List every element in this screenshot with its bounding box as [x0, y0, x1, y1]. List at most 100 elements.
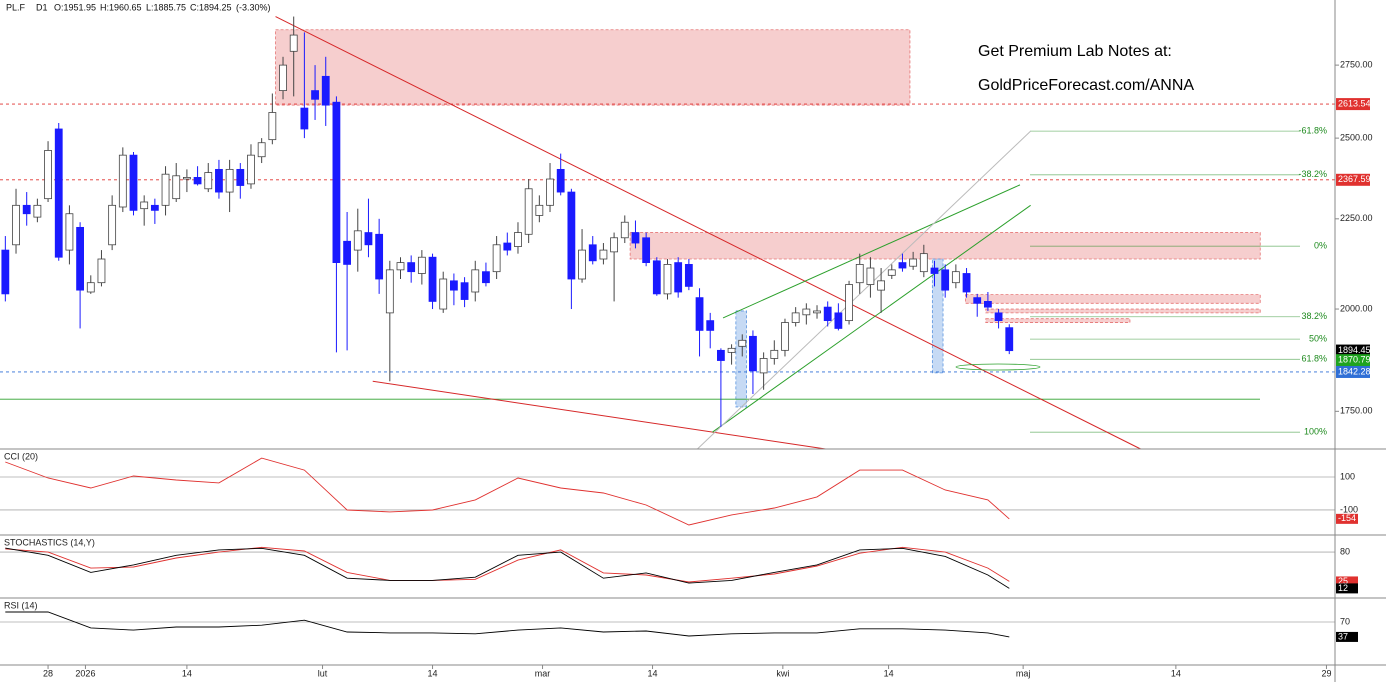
candle-body [877, 280, 885, 291]
candle-body [33, 204, 42, 218]
value-badge-label: 37 [1338, 631, 1348, 641]
target-ellipse [955, 363, 1041, 371]
candle-body [791, 312, 800, 323]
open: O:1951.95 [54, 2, 96, 12]
panel-title: STOCHASTICS (14,Y) [4, 537, 95, 547]
x-tick-label: kwi [776, 668, 789, 678]
symbol: PL.F [6, 2, 26, 12]
candle-body [706, 320, 715, 331]
candle-body [428, 256, 437, 302]
candle-body [364, 232, 373, 246]
price-badge [1336, 344, 1370, 357]
candle-body [610, 237, 618, 253]
candle-body [813, 310, 821, 314]
candle-body [514, 232, 522, 247]
candle-body [749, 335, 757, 372]
candle-body [108, 204, 117, 246]
trendline [712, 204, 1031, 433]
candle-body [866, 267, 875, 285]
x-tick-label: 14 [428, 668, 438, 678]
candle-body [962, 273, 971, 293]
candles [1, 16, 1014, 427]
value-badge [1336, 576, 1358, 587]
x-tick-label: lut [318, 668, 328, 678]
candle-body [225, 168, 234, 193]
candle-body [973, 297, 982, 304]
drawings [0, 16, 1335, 450]
x-tick-label: 2026 [75, 668, 95, 678]
candle-body [44, 150, 52, 200]
candle-body [727, 347, 736, 353]
price-badge [1336, 365, 1370, 378]
candle-body [289, 34, 298, 52]
candle-body [898, 262, 907, 269]
candle-body [407, 262, 416, 273]
zone [985, 318, 1131, 323]
x-tick-label: mar [535, 668, 551, 678]
labels: PL.F D1 O:1951.95 H:1960.65 L:1885.75 C:… [4, 2, 1373, 678]
candle-body [76, 226, 84, 291]
candle-body [54, 128, 63, 258]
value-badge-label: -154 [1338, 513, 1356, 523]
panel-title: RSI (14) [4, 600, 38, 610]
value-badge-label: 25 [1338, 576, 1348, 586]
fib-label: 100% [1304, 427, 1327, 437]
candle-body [161, 173, 170, 206]
indicator-line [5, 546, 1010, 583]
trendline [722, 184, 1021, 319]
zone [965, 294, 1261, 304]
candle-body [642, 237, 651, 264]
panel-title: CCI (20) [4, 451, 38, 461]
candle-body [524, 188, 533, 235]
candle-body [663, 264, 672, 295]
y-tick-label: 2000.00 [1340, 303, 1373, 313]
candle-body [652, 260, 661, 295]
candle-body [845, 284, 853, 322]
candle-body [578, 249, 586, 280]
y-tick-label: 2500.00 [1340, 132, 1373, 142]
candle-body [375, 233, 384, 280]
candle-body [343, 240, 352, 265]
candle-body [855, 264, 864, 284]
x-tick-label: 29 [1321, 668, 1331, 678]
price-badge [1336, 354, 1370, 367]
candle-body [567, 191, 576, 280]
candle-body [268, 112, 277, 141]
candle-body [599, 249, 608, 260]
candle-body [984, 301, 992, 308]
zones [275, 29, 1261, 408]
candle-body [193, 177, 202, 185]
candle-body [86, 282, 95, 293]
candle-body [97, 258, 106, 284]
candle-body [556, 168, 565, 193]
candle-body [546, 178, 554, 206]
candle-body [951, 271, 960, 284]
candle-body [471, 269, 480, 293]
price-badge-label: 2367.59 [1338, 174, 1371, 184]
candle-body [823, 306, 832, 322]
high: H:1960.65 [100, 2, 142, 12]
fib-label: 38.2% [1301, 311, 1327, 321]
candle-body [503, 242, 512, 251]
candle-body [930, 267, 939, 274]
indicator-line [5, 611, 1010, 638]
price-badge [1336, 173, 1370, 186]
fib-label: 0% [1314, 241, 1327, 251]
candle-body [279, 64, 287, 92]
candle-body [535, 204, 544, 216]
x-tick-label: maj [1016, 668, 1031, 678]
candle-body [717, 349, 725, 361]
candle-body [492, 244, 501, 273]
candle-body [439, 278, 448, 310]
candle-body [385, 269, 394, 314]
candle-body [887, 269, 896, 276]
candle-body [759, 358, 768, 374]
candle-body [129, 154, 138, 211]
candle-body [118, 154, 127, 208]
candle-body [236, 168, 245, 186]
value-badge-label: 12 [1338, 583, 1348, 593]
candle-body [631, 232, 640, 244]
y-tick-label: 2750.00 [1340, 59, 1373, 69]
candle-body [919, 253, 928, 273]
